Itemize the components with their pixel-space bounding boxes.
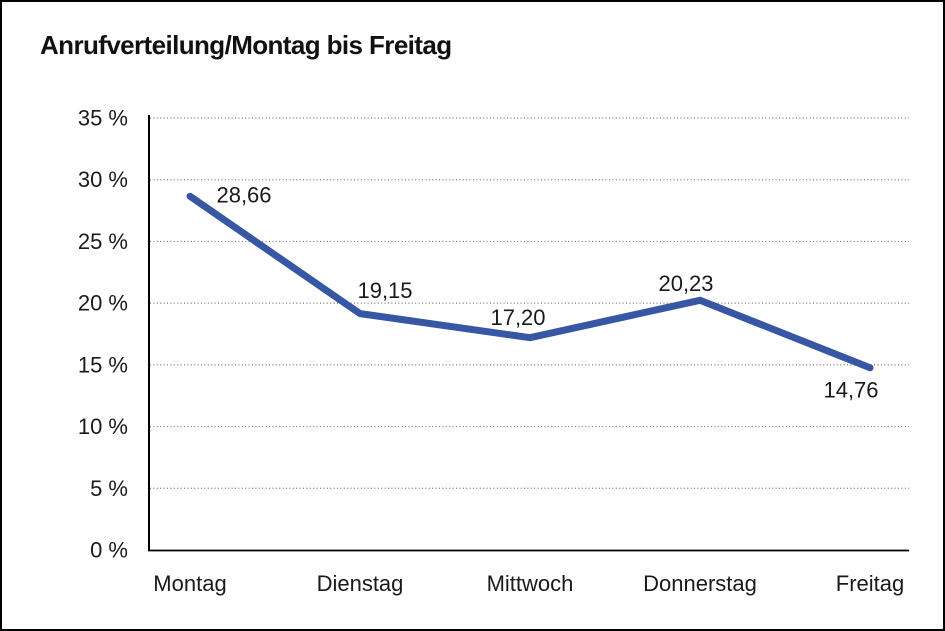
x-category-label: Freitag bbox=[836, 571, 904, 596]
y-tick-label: 20 % bbox=[78, 291, 128, 316]
data-line bbox=[186, 192, 874, 372]
y-tick-label: 30 % bbox=[78, 167, 128, 192]
y-tick-label: 25 % bbox=[78, 229, 128, 254]
data-value-label: 17,20 bbox=[490, 305, 545, 330]
x-category-label: Donnerstag bbox=[643, 571, 757, 596]
y-tick-label: 35 % bbox=[78, 105, 128, 130]
y-tick-label: 10 % bbox=[78, 414, 128, 439]
y-tick-label: 15 % bbox=[78, 352, 128, 377]
data-value-label: 20,23 bbox=[658, 271, 713, 296]
y-tick-label: 0 % bbox=[90, 537, 128, 562]
x-category-label: Montag bbox=[153, 571, 226, 596]
data-value-label: 14,76 bbox=[823, 377, 878, 402]
data-value-label: 19,15 bbox=[357, 278, 412, 303]
x-category-label: Dienstag bbox=[317, 571, 404, 596]
y-tick-label: 5 % bbox=[90, 476, 128, 501]
data-value-label: 28,66 bbox=[216, 183, 271, 208]
chart-title: Anrufverteilung/Montag bis Freitag bbox=[40, 30, 452, 60]
x-category-label: Mittwoch bbox=[487, 571, 574, 596]
